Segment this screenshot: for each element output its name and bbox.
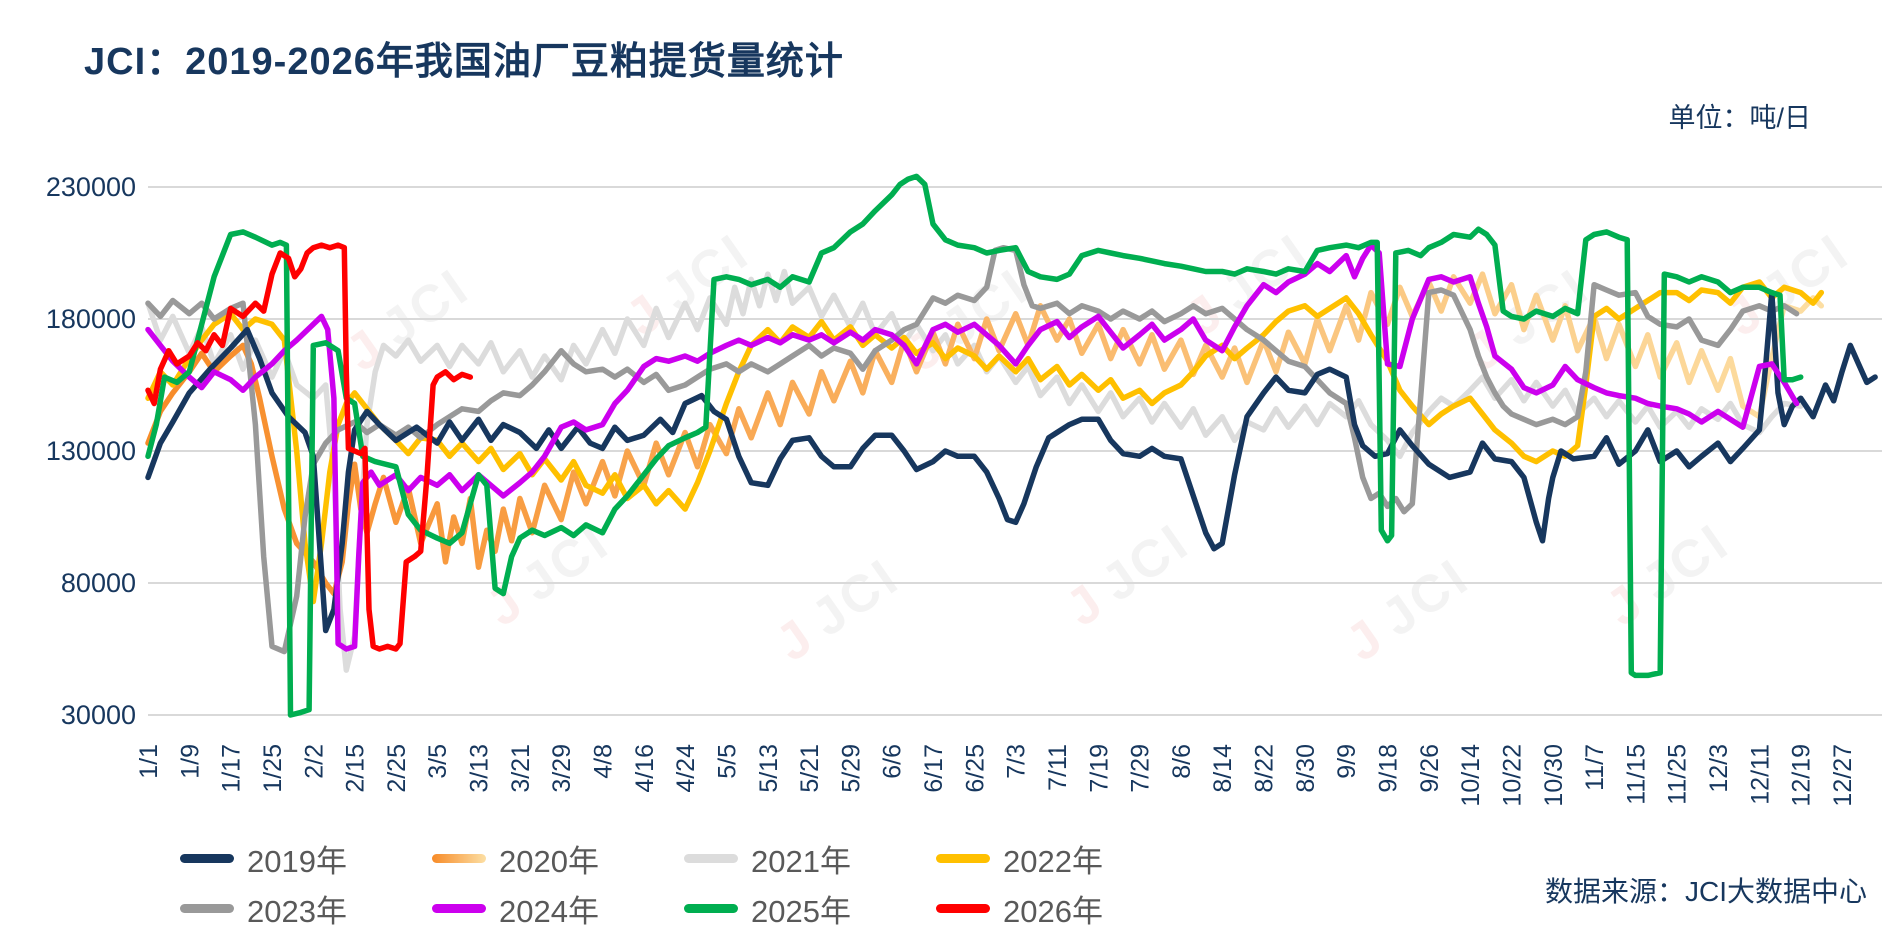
x-tick-label: 3/21 — [507, 744, 535, 793]
legend-label: 2021年 — [751, 843, 851, 879]
x-tick-label: 7/3 — [1003, 744, 1031, 779]
x-tick-label: 12/11 — [1746, 744, 1774, 805]
x-tick-label: 8/6 — [1168, 744, 1196, 779]
y-tick-label: 130000 — [46, 436, 136, 466]
x-tick-label: 4/8 — [589, 744, 617, 779]
legend-item-2023年: 2023年 — [180, 883, 432, 933]
y-tick-label: 230000 — [46, 172, 136, 202]
legend-swatch — [684, 853, 738, 863]
x-tick-label: 5/13 — [755, 744, 783, 793]
x-tick-label: 10/30 — [1540, 744, 1568, 807]
legend-label: 2024年 — [499, 893, 599, 929]
legend-item-2025年: 2025年 — [684, 883, 936, 933]
x-tick-label: 3/29 — [548, 744, 576, 793]
x-tick-label: 1/9 — [176, 744, 204, 779]
x-tick-label: 11/7 — [1581, 744, 1609, 791]
x-tick-label: 11/25 — [1664, 744, 1692, 805]
x-tick-label: 8/30 — [1292, 744, 1320, 793]
x-tick-label: 2/2 — [300, 744, 328, 779]
series-line-2025年 — [145, 173, 1804, 718]
x-tick-label: 3/13 — [466, 744, 494, 793]
legend-swatch — [684, 903, 738, 913]
y-tick-label: 180000 — [46, 304, 136, 334]
series-line-2026年 — [145, 242, 474, 652]
x-tick-label: 1/17 — [218, 744, 246, 793]
x-tick-label: 5/21 — [796, 744, 824, 793]
legend-swatch — [936, 903, 990, 913]
legend-item-2022年: 2022年 — [936, 833, 1188, 883]
x-tick-label: 12/19 — [1788, 744, 1816, 807]
series-line-2019年 — [145, 289, 1878, 634]
series-line-2024年 — [145, 242, 1800, 652]
x-tick-label: 9/9 — [1333, 744, 1361, 779]
x-tick-label: 5/29 — [837, 744, 865, 793]
x-tick-label: 1/25 — [259, 744, 287, 793]
series-line-2021年 — [145, 268, 1804, 673]
x-tick-label: 12/3 — [1705, 744, 1733, 793]
legend-item-2021年: 2021年 — [684, 833, 936, 883]
legend-item-2019年: 2019年 — [180, 833, 432, 883]
x-tick-label: 2/15 — [342, 744, 370, 793]
legend-label: 2022年 — [1003, 843, 1103, 879]
legend-item-2026年: 2026年 — [936, 883, 1188, 933]
legend-label: 2025年 — [751, 893, 851, 929]
x-tick-label: 7/29 — [1127, 744, 1155, 793]
x-tick-label: 7/19 — [1085, 744, 1113, 793]
legend-item-2020年: 2020年 — [432, 833, 684, 883]
x-tick-label: 2/25 — [383, 744, 411, 793]
x-tick-label: 4/24 — [672, 744, 700, 793]
legend-swatch — [432, 853, 486, 863]
x-tick-label: 3/5 — [424, 744, 452, 779]
series-line-2023年 — [145, 244, 1800, 655]
x-tick-label: 8/22 — [1251, 744, 1279, 793]
y-tick-label: 80000 — [61, 568, 136, 598]
x-tick-label: 10/14 — [1457, 744, 1485, 807]
x-tick-label: 1/1 — [135, 744, 163, 779]
legend-swatch — [180, 903, 234, 913]
legend-swatch — [936, 853, 990, 863]
x-tick-label: 6/6 — [879, 744, 907, 779]
x-tick-label: 4/16 — [631, 744, 659, 793]
x-tick-label: 12/27 — [1829, 744, 1857, 807]
x-tick-label: 7/11 — [1044, 744, 1072, 791]
x-tick-label: 11/15 — [1622, 744, 1650, 805]
legend-label: 2026年 — [1003, 893, 1103, 929]
x-tick-label: 10/22 — [1498, 744, 1526, 807]
legend-label: 2020年 — [499, 843, 599, 879]
x-tick-label: 5/5 — [713, 744, 741, 779]
legend-swatch — [432, 903, 486, 913]
chart-title: JCI：2019-2026年我国油厂豆粕提货量统计 — [84, 41, 844, 83]
data-source-label: 数据来源：JCI大数据中心 — [1544, 876, 1867, 907]
x-tick-label: 8/14 — [1209, 744, 1237, 793]
x-tick-label: 9/18 — [1375, 744, 1403, 793]
legend-label: 2023年 — [247, 893, 347, 929]
legend-label: 2019年 — [247, 843, 347, 879]
legend-swatch — [180, 853, 234, 863]
y-tick-label: 30000 — [61, 700, 136, 730]
x-tick-label: 9/26 — [1416, 744, 1444, 793]
unit-label: 单位：吨/日 — [1668, 103, 1811, 133]
chart-legend: 2019年 2020年 2021年 2022年 2023年 2024年 2025年 2026年 — [180, 833, 1270, 933]
legend-item-2024年: 2024年 — [432, 883, 684, 933]
x-tick-label: 6/25 — [961, 744, 989, 793]
x-tick-label: 6/17 — [920, 744, 948, 793]
